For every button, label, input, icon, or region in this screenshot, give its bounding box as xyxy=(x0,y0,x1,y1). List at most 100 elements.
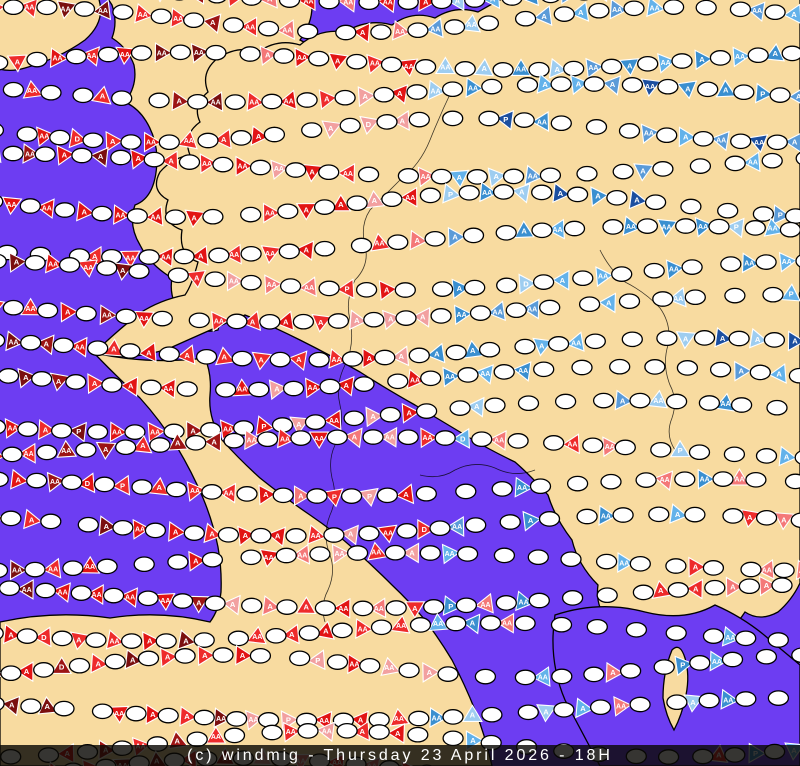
svg-text:A: A xyxy=(412,604,418,613)
svg-text:AA: AA xyxy=(308,385,318,392)
svg-text:A: A xyxy=(56,377,62,386)
svg-text:A: A xyxy=(240,651,246,660)
svg-text:AA: AA xyxy=(445,551,455,558)
svg-text:P: P xyxy=(503,115,508,124)
svg-text:AA: AA xyxy=(338,606,348,613)
svg-text:A: A xyxy=(146,348,152,357)
svg-text:AA: AA xyxy=(109,638,119,645)
svg-text:AA: AA xyxy=(431,88,441,95)
svg-text:A: A xyxy=(685,84,691,93)
svg-text:D: D xyxy=(366,120,372,129)
svg-text:A: A xyxy=(176,97,182,106)
svg-text:A: A xyxy=(173,527,179,536)
svg-text:D: D xyxy=(41,633,47,642)
svg-text:AA: AA xyxy=(247,438,257,445)
svg-text:A: A xyxy=(693,563,699,572)
svg-text:AA: AA xyxy=(395,29,405,36)
svg-text:D: D xyxy=(523,279,529,288)
svg-text:AA: AA xyxy=(725,635,735,642)
svg-text:AA: AA xyxy=(433,621,443,628)
svg-text:AA: AA xyxy=(98,8,108,15)
svg-text:AA: AA xyxy=(588,65,598,72)
svg-text:P: P xyxy=(734,223,739,232)
svg-text:AA: AA xyxy=(468,86,478,93)
svg-text:AA: AA xyxy=(650,5,660,12)
svg-text:AA: AA xyxy=(374,606,384,613)
svg-text:AA: AA xyxy=(494,438,504,445)
svg-text:AA: AA xyxy=(712,659,722,666)
svg-text:AA: AA xyxy=(716,138,726,145)
svg-text:A: A xyxy=(209,530,215,539)
svg-text:AA: AA xyxy=(343,171,353,178)
svg-text:AA: AA xyxy=(52,56,62,63)
svg-text:A: A xyxy=(256,132,262,141)
svg-text:A: A xyxy=(658,586,664,595)
svg-text:AA: AA xyxy=(527,306,537,313)
svg-text:A: A xyxy=(683,334,689,343)
svg-text:A: A xyxy=(43,426,49,435)
svg-text:A: A xyxy=(747,513,753,522)
svg-text:AA: AA xyxy=(612,7,622,14)
svg-text:AA: AA xyxy=(267,282,277,289)
svg-text:AA: AA xyxy=(482,190,492,197)
svg-text:A: A xyxy=(730,583,736,592)
svg-text:A: A xyxy=(519,188,525,197)
svg-text:A: A xyxy=(610,668,616,677)
svg-text:A: A xyxy=(452,233,458,242)
svg-text:AA: AA xyxy=(86,53,96,60)
svg-text:A: A xyxy=(103,445,109,454)
svg-text:A: A xyxy=(388,314,394,323)
svg-text:A: A xyxy=(24,667,30,676)
svg-text:A: A xyxy=(398,352,404,361)
svg-text:A: A xyxy=(221,135,227,144)
svg-text:AA: AA xyxy=(605,444,615,451)
svg-text:AA: AA xyxy=(517,485,527,492)
svg-text:AA: AA xyxy=(480,602,490,609)
svg-text:A: A xyxy=(258,356,264,365)
svg-text:A: A xyxy=(796,92,800,101)
svg-text:AA: AA xyxy=(567,442,577,449)
svg-text:AA: AA xyxy=(190,488,200,495)
svg-text:AA: AA xyxy=(405,195,415,202)
svg-text:AA: AA xyxy=(83,265,93,272)
svg-text:AA: AA xyxy=(284,99,294,106)
svg-text:AA: AA xyxy=(229,279,239,286)
svg-text:A: A xyxy=(147,637,153,646)
svg-text:AA: AA xyxy=(163,386,173,393)
svg-text:AA: AA xyxy=(394,716,404,723)
svg-text:AA: AA xyxy=(644,131,654,138)
svg-text:A: A xyxy=(274,385,280,394)
svg-text:A: A xyxy=(190,426,196,435)
svg-text:A: A xyxy=(92,379,98,388)
svg-text:A: A xyxy=(29,516,35,525)
svg-text:A: A xyxy=(150,710,156,719)
svg-text:AA: AA xyxy=(516,67,526,74)
svg-text:A: A xyxy=(367,354,373,363)
svg-text:AA: AA xyxy=(698,224,708,231)
svg-text:AA: AA xyxy=(319,718,329,725)
svg-text:AA: AA xyxy=(85,564,95,571)
svg-text:AA: AA xyxy=(396,623,406,630)
svg-text:A: A xyxy=(194,274,200,283)
svg-text:A: A xyxy=(323,627,329,636)
svg-text:A: A xyxy=(303,206,309,215)
svg-text:AA: AA xyxy=(274,166,284,173)
svg-text:AA: AA xyxy=(237,164,247,171)
svg-text:AA: AA xyxy=(343,0,353,6)
svg-text:A: A xyxy=(198,252,204,261)
svg-text:P: P xyxy=(332,492,337,501)
svg-text:A: A xyxy=(627,62,633,71)
svg-text:A: A xyxy=(165,653,171,662)
svg-text:A: A xyxy=(348,530,354,539)
svg-text:AA: AA xyxy=(280,436,290,443)
svg-text:AA: AA xyxy=(322,728,332,735)
svg-text:AA: AA xyxy=(48,262,58,269)
svg-text:AA: AA xyxy=(112,430,122,437)
svg-text:A: A xyxy=(490,0,496,4)
svg-text:AA: AA xyxy=(286,729,296,736)
svg-text:A: A xyxy=(773,49,779,58)
svg-text:AA: AA xyxy=(432,715,442,722)
svg-text:AA: AA xyxy=(370,61,380,68)
svg-text:AA: AA xyxy=(768,226,778,233)
svg-text:AA: AA xyxy=(297,55,307,62)
